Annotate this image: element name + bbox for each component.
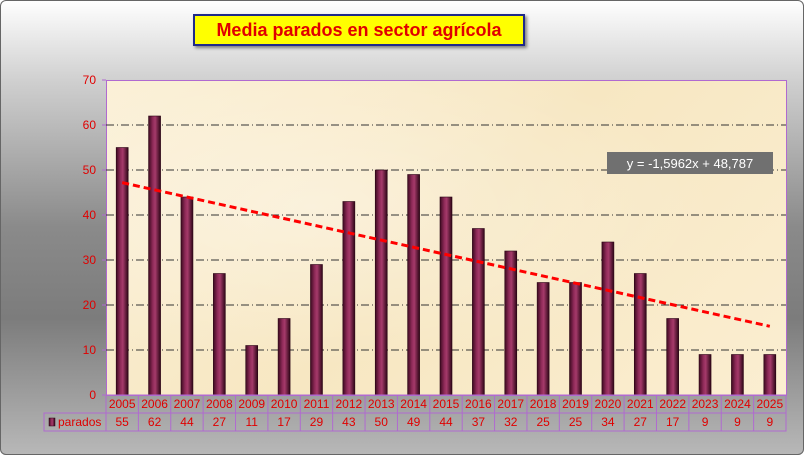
x-category-label: 2023 — [692, 397, 719, 411]
data-label: 44 — [439, 415, 453, 429]
bar — [277, 318, 291, 396]
data-label: 32 — [504, 415, 518, 429]
y-tick-label: 40 — [83, 208, 97, 222]
bar — [666, 318, 679, 396]
x-category-label: 2022 — [659, 397, 686, 411]
bar — [245, 345, 259, 396]
x-category-label: 2008 — [206, 397, 233, 411]
y-tick-label: 20 — [83, 298, 97, 312]
data-label: 17 — [666, 415, 680, 429]
legend-key — [48, 417, 56, 427]
y-tick-label: 60 — [83, 118, 97, 132]
x-category-label: 2009 — [238, 397, 265, 411]
data-label: 17 — [277, 415, 291, 429]
bar — [601, 241, 615, 396]
bar — [698, 354, 712, 396]
bar — [180, 196, 194, 396]
x-category-label: 2012 — [336, 397, 363, 411]
data-label: 49 — [407, 415, 421, 429]
bar — [633, 273, 647, 396]
x-category-label: 2021 — [627, 397, 654, 411]
y-tick-label: 30 — [83, 253, 97, 267]
data-label: 9 — [766, 415, 773, 429]
x-category-label: 2005 — [109, 397, 136, 411]
x-category-label: 2017 — [497, 397, 524, 411]
x-category-label: 2024 — [724, 397, 751, 411]
chart-title: Media parados en sector agrícola — [216, 19, 502, 40]
data-label: 37 — [472, 415, 486, 429]
trendline — [121, 181, 771, 328]
x-category-label: 2015 — [433, 397, 460, 411]
data-label: 50 — [375, 415, 389, 429]
y-tick-label: 10 — [83, 343, 97, 357]
data-label: 55 — [116, 415, 130, 429]
data-label: 27 — [634, 415, 648, 429]
bar — [731, 354, 744, 396]
x-category-label: 2014 — [400, 397, 427, 411]
bar — [439, 196, 453, 396]
bar — [763, 354, 777, 396]
x-category-label: 2006 — [141, 397, 168, 411]
bar — [148, 115, 161, 396]
trendline-equation: y = -1,5962x + 48,787 — [607, 152, 773, 174]
bar — [310, 264, 323, 396]
data-label: 25 — [536, 415, 550, 429]
bar — [407, 174, 420, 396]
x-category-label: 2019 — [562, 397, 589, 411]
x-category-label: 2020 — [595, 397, 622, 411]
data-label: 29 — [310, 415, 324, 429]
data-label: 9 — [702, 415, 709, 429]
data-label: 27 — [213, 415, 227, 429]
bar — [374, 169, 388, 396]
bar — [569, 282, 582, 396]
chart-title-box: Media parados en sector agrícola — [193, 14, 525, 46]
x-category-label: 2016 — [465, 397, 492, 411]
y-tick-label: 70 — [83, 73, 97, 87]
series-name-label: parados — [58, 415, 101, 429]
bar — [342, 201, 356, 396]
bar — [472, 228, 485, 396]
x-category-label: 2007 — [174, 397, 201, 411]
data-label: 62 — [148, 415, 162, 429]
data-label: 44 — [180, 415, 194, 429]
data-label: 25 — [569, 415, 583, 429]
bar — [536, 282, 550, 396]
data-label: 34 — [601, 415, 615, 429]
data-label: 43 — [342, 415, 356, 429]
x-category-label: 2010 — [271, 397, 298, 411]
bar — [213, 273, 226, 396]
x-category-label: 2013 — [368, 397, 395, 411]
x-category-label: 2018 — [530, 397, 557, 411]
data-label: 11 — [245, 415, 258, 429]
y-tick-label: 0 — [89, 388, 96, 402]
y-tick-label: 50 — [83, 163, 97, 177]
x-category-label: 2011 — [304, 397, 330, 411]
x-category-label: 2025 — [756, 397, 783, 411]
bar — [504, 250, 518, 396]
data-label: 9 — [734, 415, 741, 429]
